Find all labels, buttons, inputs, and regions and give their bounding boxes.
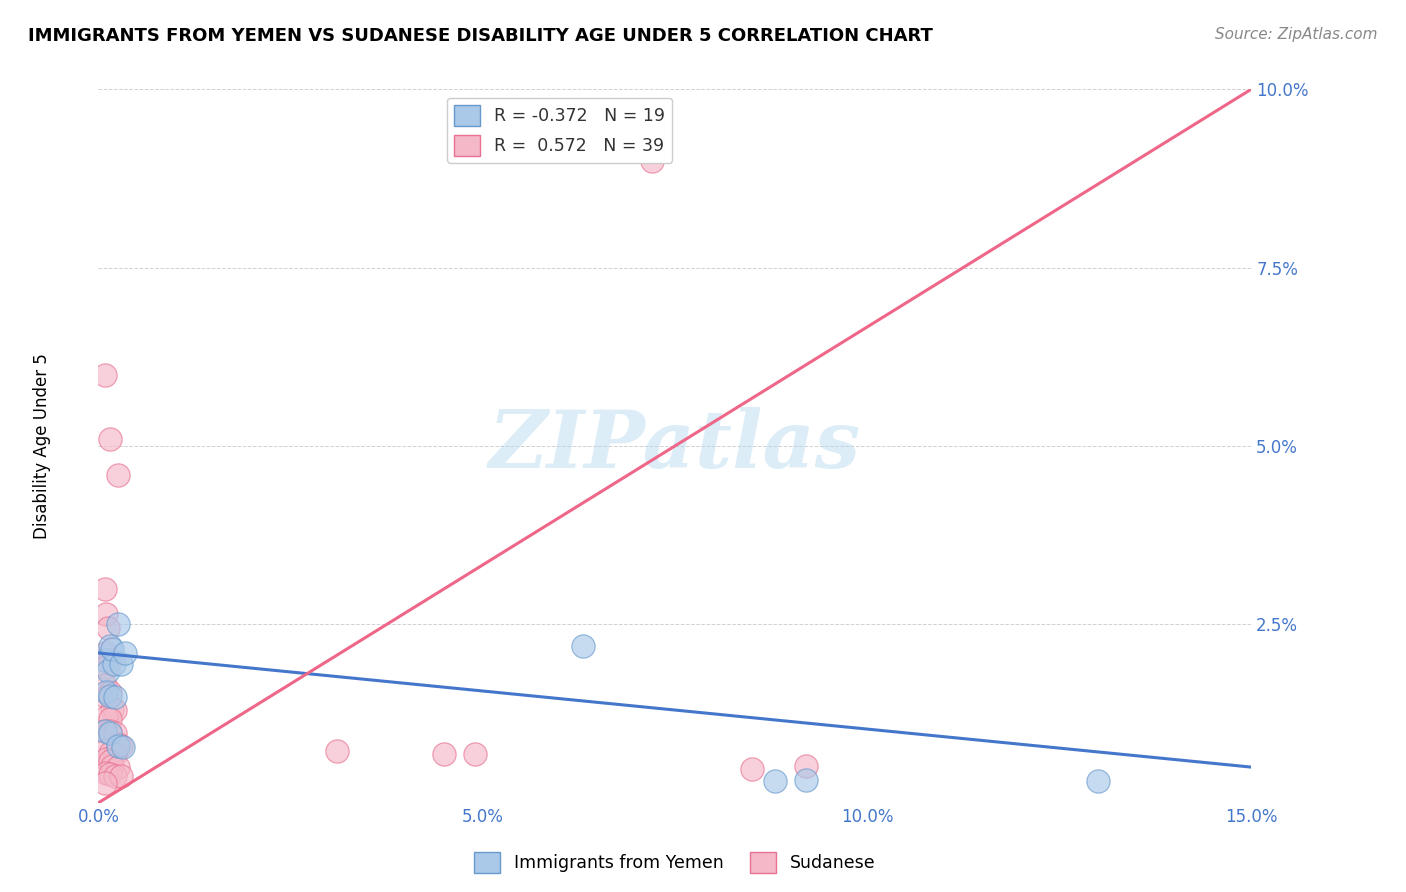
- Point: [98, 726, 121, 740]
- Point: [101, 701, 124, 715]
- Point: [94, 751, 117, 765]
- Point: [464, 747, 486, 762]
- Point: [107, 739, 129, 753]
- Point: [94, 765, 117, 780]
- Point: [104, 690, 127, 705]
- Point: [97, 621, 120, 635]
- Point: [98, 689, 121, 703]
- Point: [111, 740, 134, 755]
- Point: [98, 685, 121, 699]
- Text: ZIPatlas: ZIPatlas: [489, 408, 860, 484]
- Point: [110, 769, 132, 783]
- Text: Source: ZipAtlas.com: Source: ZipAtlas.com: [1215, 27, 1378, 42]
- Legend: Immigrants from Yemen, Sudanese: Immigrants from Yemen, Sudanese: [467, 845, 883, 880]
- Point: [107, 467, 129, 482]
- Point: [93, 744, 115, 758]
- Point: [104, 703, 127, 717]
- Point: [107, 760, 129, 774]
- Point: [98, 712, 121, 726]
- Point: [571, 639, 593, 653]
- Point: [741, 762, 763, 776]
- Text: Disability Age Under 5: Disability Age Under 5: [34, 353, 51, 539]
- Point: [641, 153, 664, 168]
- Point: [93, 653, 115, 667]
- Point: [93, 368, 115, 382]
- Point: [94, 607, 117, 621]
- Point: [325, 744, 347, 758]
- Point: [763, 774, 786, 789]
- Point: [114, 646, 136, 660]
- Point: [98, 767, 121, 781]
- Point: [93, 582, 115, 596]
- Point: [98, 432, 121, 446]
- Point: [93, 646, 115, 660]
- Point: [110, 739, 132, 753]
- Point: [93, 724, 115, 739]
- Point: [94, 685, 117, 699]
- Point: [94, 660, 117, 674]
- Point: [97, 664, 120, 678]
- Point: [98, 746, 121, 760]
- Point: [103, 657, 125, 671]
- Point: [98, 724, 121, 739]
- Point: [98, 755, 121, 769]
- Point: [433, 747, 456, 762]
- Point: [110, 657, 132, 671]
- Point: [98, 653, 121, 667]
- Point: [101, 642, 124, 657]
- Point: [101, 758, 124, 772]
- Point: [93, 776, 115, 790]
- Point: [94, 690, 117, 705]
- Point: [107, 737, 129, 751]
- Point: [94, 710, 117, 724]
- Point: [1087, 774, 1109, 789]
- Text: IMMIGRANTS FROM YEMEN VS SUDANESE DISABILITY AGE UNDER 5 CORRELATION CHART: IMMIGRANTS FROM YEMEN VS SUDANESE DISABI…: [28, 27, 934, 45]
- Point: [104, 769, 127, 783]
- Point: [794, 772, 817, 787]
- Point: [93, 678, 115, 692]
- Point: [98, 639, 121, 653]
- Point: [104, 726, 127, 740]
- Point: [93, 724, 115, 739]
- Point: [107, 617, 129, 632]
- Point: [794, 758, 817, 772]
- Point: [104, 747, 127, 762]
